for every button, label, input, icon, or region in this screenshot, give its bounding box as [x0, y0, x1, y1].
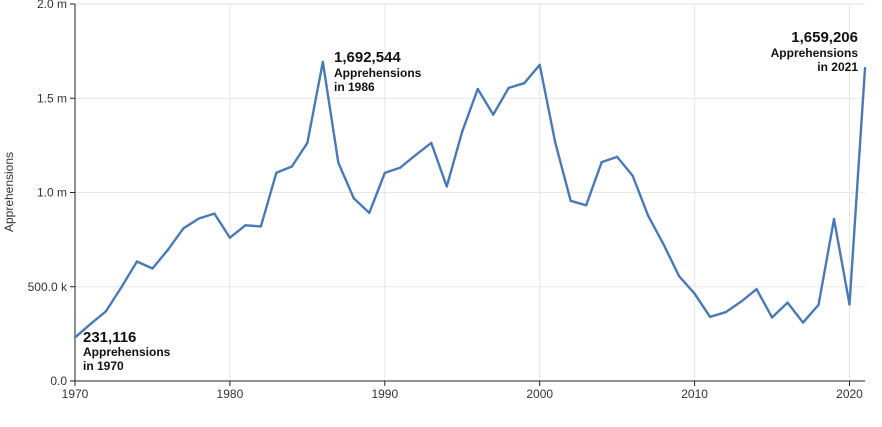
annotation-1970-value: 231,116	[83, 329, 136, 346]
data-point-1992	[414, 153, 417, 157]
annotation-1970: 231,116 Apprehensions in 1970	[83, 329, 171, 373]
data-point-2021	[863, 67, 867, 70]
data-point-1980	[228, 236, 232, 239]
data-point-2013	[739, 300, 743, 303]
data-point-2003	[584, 204, 588, 207]
data-point-1988	[352, 197, 356, 200]
data-point-2017	[801, 321, 805, 324]
data-point-1971	[89, 322, 92, 326]
data-point-1998	[507, 86, 510, 90]
data-point-2011	[708, 315, 712, 319]
data-point-1975	[151, 267, 154, 270]
data-point-1993	[430, 141, 433, 145]
data-point-2018	[817, 303, 820, 307]
data-point-1989	[368, 211, 371, 215]
data-point-2006	[631, 174, 634, 177]
data-point-1984	[290, 165, 294, 168]
data-point-1999	[523, 81, 526, 85]
data-point-1996	[476, 87, 479, 91]
tick-labels: 1970 1980 1990 2000 2010 2020 0.0 500.0 k 1.0 m 1…	[28, 0, 864, 401]
y-axis-title: Apprehensions	[2, 152, 16, 232]
data-point-1978	[197, 217, 201, 220]
annotation-1986-value: 1,692,544	[334, 49, 401, 66]
data-point-1970	[73, 336, 77, 339]
y-tick-label-2000000: 2.0 m	[37, 0, 67, 11]
data-point-2016	[786, 301, 789, 304]
data-point-1979	[213, 212, 216, 215]
data-point-2015	[770, 316, 774, 319]
data-point-1973	[120, 285, 123, 289]
data-point-1981	[244, 224, 247, 227]
annotation-1970-line1: Apprehensions	[83, 345, 171, 359]
data-point-2009	[677, 274, 681, 278]
data-point-1990	[383, 171, 387, 175]
data-point-1994	[445, 185, 448, 188]
data-point-2007	[646, 214, 650, 217]
data-point-1991	[399, 166, 402, 169]
data-point-1986	[321, 60, 325, 64]
data-point-2019	[832, 217, 836, 221]
annotation-2021-line1: Apprehensions	[771, 46, 859, 60]
annotation-1986-line2: in 1986	[334, 80, 375, 94]
annotation-2021: 1,659,206 Apprehensions in 2021	[771, 29, 859, 74]
annotation-1986-line1: Apprehensions	[334, 66, 422, 80]
data-point-1974	[135, 260, 139, 263]
annotation-2021-line2: in 2021	[817, 60, 858, 74]
data-point-1976	[166, 248, 170, 252]
data-point-2014	[755, 288, 758, 291]
annotation-2021-value: 1,659,206	[791, 29, 858, 46]
x-tick-label-1970: 1970	[62, 387, 89, 401]
series-line-0	[73, 60, 867, 339]
annotation-1970-line2: in 1970	[83, 359, 124, 373]
data-point-1995	[461, 130, 464, 133]
x-tick-label-2000: 2000	[526, 387, 553, 401]
series-lines	[73, 60, 867, 339]
y-tick-label-500000: 500.0 k	[28, 280, 68, 294]
data-point-2020	[848, 303, 851, 306]
y-tick-label-0: 0.0	[50, 374, 67, 388]
x-tick-label-1990: 1990	[371, 387, 398, 401]
x-tick-label-2010: 2010	[681, 387, 708, 401]
data-point-2005	[615, 155, 619, 159]
data-point-2010	[693, 292, 696, 295]
y-tick-label-1500000: 1.5 m	[37, 91, 67, 105]
y-tick-label-1000000: 1.0 m	[37, 186, 67, 200]
data-point-1997	[492, 113, 495, 116]
data-point-2004	[600, 160, 603, 164]
data-point-2008	[662, 243, 665, 246]
data-point-2012	[724, 310, 727, 314]
data-point-2001	[553, 141, 557, 144]
data-point-1983	[275, 171, 278, 174]
data-point-2002	[569, 199, 572, 202]
data-point-1972	[104, 310, 108, 313]
data-point-1982	[259, 225, 263, 228]
data-point-1985	[306, 141, 309, 145]
annotation-1986: 1,692,544 Apprehensions in 1986	[334, 49, 422, 94]
data-point-1977	[182, 227, 185, 230]
x-tick-label-1980: 1980	[217, 387, 244, 401]
data-points	[73, 60, 867, 339]
data-point-1987	[337, 161, 340, 164]
x-tick-label-2020: 2020	[836, 387, 863, 401]
data-point-2000	[538, 63, 541, 67]
gridlines	[74, 3, 865, 382]
